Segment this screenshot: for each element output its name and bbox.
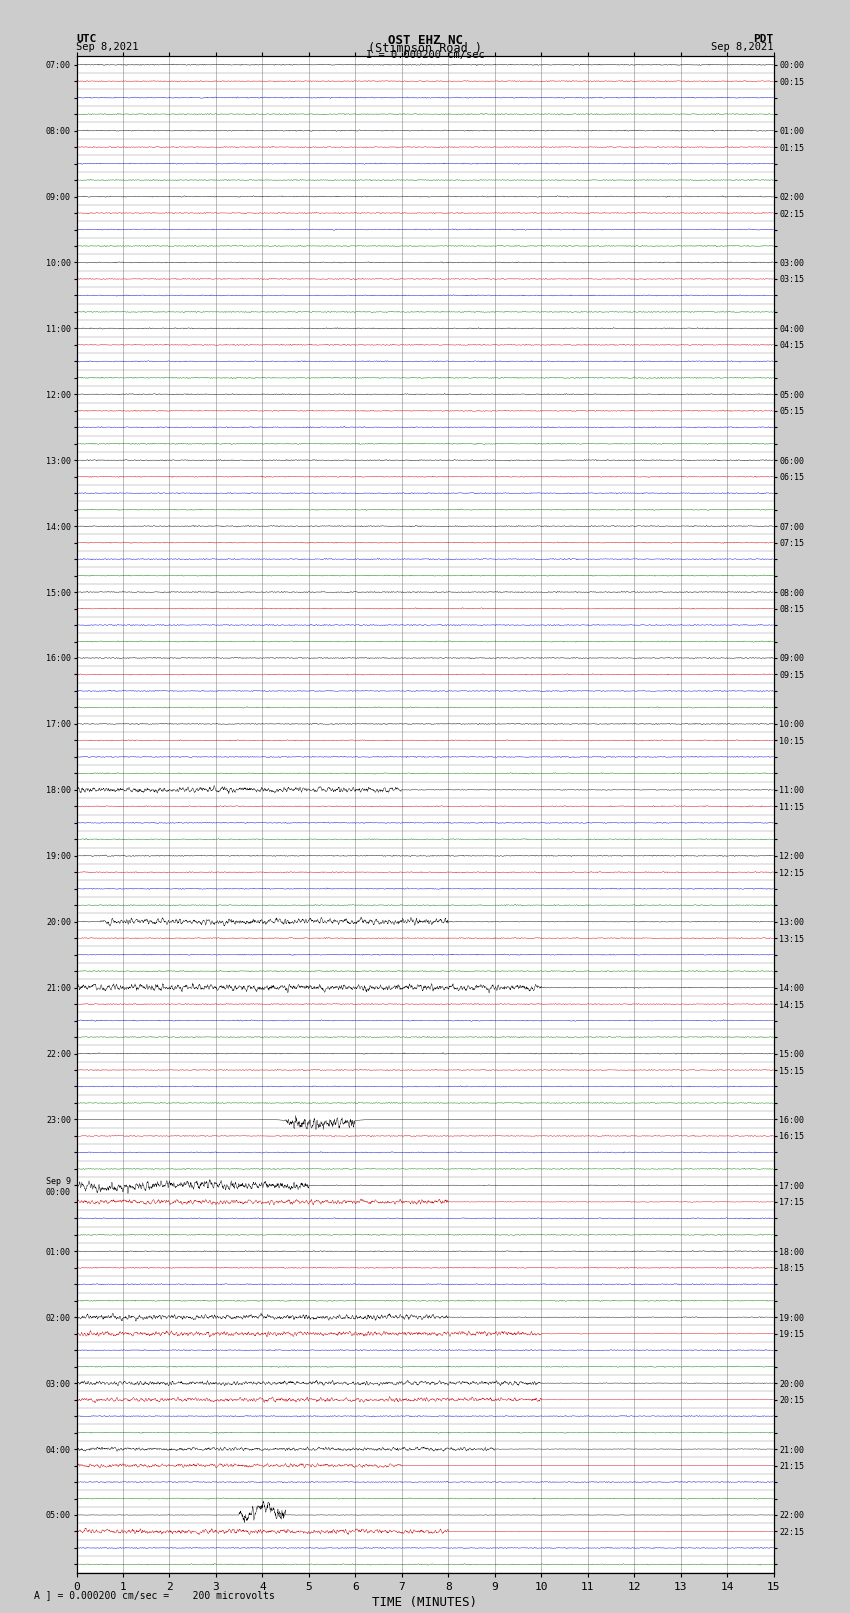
Text: Sep 8,2021: Sep 8,2021 [711, 42, 774, 52]
Text: Sep 8,2021: Sep 8,2021 [76, 42, 139, 52]
Text: I = 0.000200 cm/sec: I = 0.000200 cm/sec [366, 50, 484, 60]
Text: OST EHZ NC: OST EHZ NC [388, 34, 462, 47]
Text: (Stimpson Road ): (Stimpson Road ) [368, 42, 482, 55]
Text: UTC: UTC [76, 34, 97, 44]
Text: PDT: PDT [753, 34, 774, 44]
Text: A ] = 0.000200 cm/sec =    200 microvolts: A ] = 0.000200 cm/sec = 200 microvolts [34, 1590, 275, 1600]
X-axis label: TIME (MINUTES): TIME (MINUTES) [372, 1595, 478, 1608]
